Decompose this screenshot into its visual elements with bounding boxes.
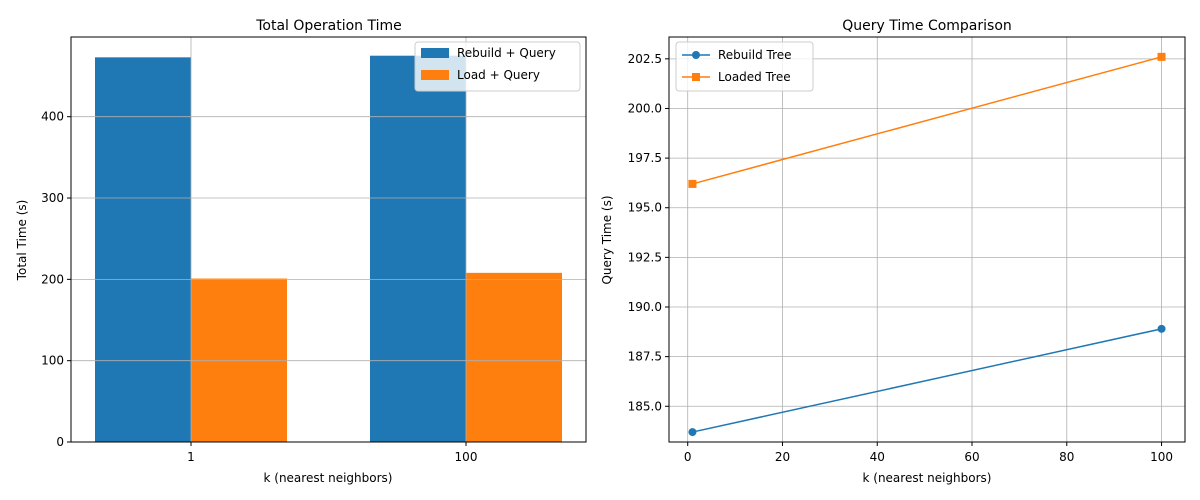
bars: [95, 55, 562, 442]
chart-title: Total Operation Time: [255, 18, 402, 34]
series-line-loaded-tree: [692, 56, 1162, 185]
y-tick-label: 300: [41, 191, 64, 205]
legend-frame: [675, 41, 814, 92]
y-tick-label: 187.5: [628, 350, 662, 364]
legend-frame: [414, 41, 581, 92]
y-tick-label: 202.5: [628, 52, 662, 66]
x-tick-label: 20: [775, 450, 790, 464]
x-axis-label: k (nearest neighbors): [264, 471, 393, 485]
series-lines: [688, 52, 1166, 437]
x-tick-label: 1: [187, 450, 195, 464]
legend-swatch-rebuild-query: [421, 48, 449, 58]
plot-frame: [70, 36, 587, 443]
bar-chart: Total Operation Time 1 100 0100200300400 …: [15, 18, 587, 485]
x-tick-label: 60: [964, 450, 979, 464]
y-tick-label: 400: [41, 110, 64, 124]
bar-load-query-k100: [466, 272, 562, 442]
point-rebuild-tree: [688, 428, 697, 437]
y-axis-label: Query Time (s): [600, 195, 614, 284]
x-tick-label: 40: [870, 450, 885, 464]
legend-marker-loaded-tree: [692, 73, 700, 81]
grid-lines: [669, 37, 1185, 442]
legend-label-loaded-tree: Loaded Tree: [718, 70, 791, 84]
legend-label-rebuild-tree: Rebuild Tree: [718, 48, 792, 62]
x-tick-label: 100: [1150, 450, 1173, 464]
y-ticks: 0 100 200 300 400: [41, 110, 71, 449]
y-tick-label: 185.0: [628, 399, 662, 413]
bar-rebuild-query-k1: [95, 57, 191, 442]
x-ticks: 0 20 40 60 80 100: [684, 442, 1173, 464]
y-tick-label: 100: [41, 354, 64, 368]
y-tick-label: 197.5: [628, 151, 662, 165]
y-tick-label: 192.5: [628, 250, 662, 264]
x-ticks: 1 100: [187, 442, 477, 464]
legend-swatch-load-query: [421, 70, 449, 80]
y-tick-label: 0: [56, 435, 64, 449]
x-tick-label: 0: [684, 450, 692, 464]
y-axis-label: Total Time (s): [15, 200, 29, 282]
legend: Rebuild + Query Load + Query: [414, 41, 581, 92]
x-tick-label: 100: [455, 450, 478, 464]
chart-title: Query Time Comparison: [842, 18, 1012, 34]
y-tick-label: 200: [41, 272, 64, 286]
plot-frame: [668, 36, 1186, 443]
x-tick-label: 80: [1059, 450, 1074, 464]
series-line-rebuild-tree: [692, 328, 1162, 433]
bar-rebuild-query-k100: [370, 55, 466, 442]
legend-marker-rebuild-tree: [692, 51, 700, 59]
y-tick-label: 195.0: [628, 201, 662, 215]
legend-label-rebuild-query: Rebuild + Query: [457, 46, 556, 60]
point-rebuild-tree: [1157, 324, 1166, 333]
legend: Rebuild Tree Loaded Tree: [675, 41, 814, 92]
bar-load-query-k1: [191, 278, 287, 442]
y-ticks: 185.0 187.5 190.0 192.5 195.0 197.5 200.0 202.5: [628, 52, 669, 413]
point-loaded-tree: [1157, 52, 1166, 61]
y-tick-label: 200.0: [628, 101, 662, 115]
legend-label-load-query: Load + Query: [457, 68, 540, 82]
line-chart: Query Time Comparison 0 20 40 60 80 100 185.0…: [600, 18, 1186, 485]
x-axis-label: k (nearest neighbors): [863, 471, 992, 485]
point-loaded-tree: [688, 179, 697, 188]
grid-lines: [71, 37, 586, 443]
y-tick-label: 190.0: [628, 300, 662, 314]
